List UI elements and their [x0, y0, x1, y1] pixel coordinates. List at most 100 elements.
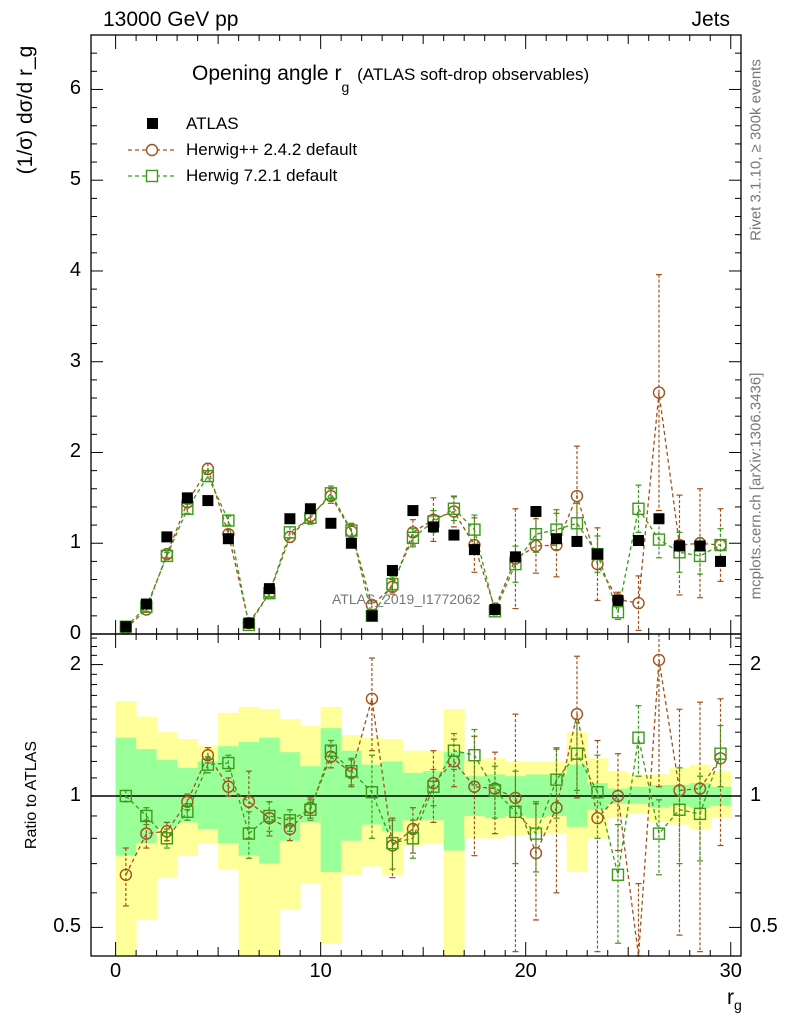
main-point-herwig7: [406, 531, 420, 544]
ratio-point-herwig7: [447, 744, 461, 757]
x-tick-label: 20: [514, 960, 537, 982]
ratio-point-herwig7: [304, 803, 317, 816]
main-point-herwig7: [447, 502, 461, 515]
ratio-line-herwig7: [125, 737, 722, 875]
ratio-point-herwig7: [468, 749, 481, 762]
main-point-atlas: [530, 505, 542, 517]
main-point-herwig7: [386, 577, 399, 591]
energy-label: 13000 GeV pp: [103, 8, 239, 31]
ratio-point-herwigpp: [119, 868, 133, 881]
ratio-point-herwig7: [386, 836, 399, 850]
ratio-point-herwigpp: [242, 795, 256, 808]
ratio-point-herwig7: [570, 747, 584, 760]
main-point-atlas: [468, 544, 480, 556]
main-point-atlas: [284, 513, 296, 525]
ratio-point-herwig7: [263, 809, 276, 823]
legend-label-herwig7: Herwig 7.2.1 default: [186, 166, 338, 185]
main-point-atlas: [612, 594, 624, 606]
main-point-atlas: [714, 555, 726, 567]
ratio-point-herwig7: [632, 731, 645, 744]
x-tick-label: 30: [719, 960, 742, 982]
ratio-panel-frame: [90, 633, 742, 957]
main-point-herwig7: [345, 524, 358, 537]
main-y-axis-label: (1/σ) dσ/d r_g: [14, 45, 37, 175]
main-point-herwig7: [652, 533, 666, 546]
ratio-point-herwig7: [427, 780, 440, 793]
main-y-tick-label: 2: [69, 440, 81, 463]
ratio-y-tick-label-left: 0.5: [53, 915, 81, 938]
ratio-point-herwigpp: [283, 822, 297, 836]
ratio-line-herwigpp: [125, 659, 722, 957]
band-inner-bin: [320, 728, 342, 872]
main-point-herwigpp: [652, 386, 666, 399]
main-point-atlas: [304, 503, 316, 515]
category-label: Jets: [691, 8, 730, 31]
legend-marker-herwigpp: [145, 143, 159, 157]
main-y-tick-label: 3: [69, 349, 81, 372]
ratio-point-herwigpp: [201, 749, 215, 762]
legend-marker-atlas: [147, 118, 158, 129]
x-tick-label: 0: [110, 960, 122, 982]
main-y-tick-label: 0: [69, 622, 81, 644]
main-point-herwig7: [201, 469, 215, 483]
ratio-y-tick-label-right: 2: [750, 652, 762, 675]
ratio-point-herwig7: [345, 764, 358, 778]
main-point-herwig7: [632, 502, 645, 515]
title-main: Opening angle r: [192, 62, 342, 85]
main-point-atlas: [202, 495, 214, 507]
ratio-point-herwig7: [283, 814, 297, 827]
ratio-point-herwig7: [365, 786, 379, 799]
x-tick-label: 10: [309, 960, 332, 982]
ratio-point-herwig7: [324, 744, 338, 757]
rivet-version-label: Rivet 3.1.10, ≥ 300k events: [747, 59, 765, 241]
main-y-tick-label: 4: [69, 258, 81, 281]
ratio-point-herwig7: [611, 868, 625, 881]
title-detail: (ATLAS soft-drop observables): [357, 65, 590, 84]
ratio-point-herwig7: [119, 789, 133, 803]
band-inner-bin: [197, 761, 219, 830]
main-point-atlas: [448, 529, 460, 541]
main-point-herwig7: [529, 527, 543, 541]
main-point-atlas: [591, 548, 603, 560]
main-point-herwig7: [283, 526, 297, 539]
main-point-herwig7: [468, 523, 481, 536]
band-inner-bin: [628, 786, 650, 804]
main-point-atlas: [550, 533, 562, 545]
ratio-y-tick-label-right: 1: [750, 783, 762, 806]
ratio-point-herwig7: [160, 832, 174, 845]
band-inner-bin: [443, 752, 465, 851]
main-y-tick-label: 1: [69, 531, 81, 554]
ratio-point-herwig7: [714, 747, 727, 760]
main-point-herwig7: [160, 549, 174, 563]
ratio-y-tick-label-left: 1: [69, 783, 81, 806]
main-point-herwig7: [714, 538, 727, 552]
ratio-point-herwigpp: [140, 827, 153, 840]
main-point-atlas: [161, 531, 173, 543]
main-point-atlas: [509, 551, 521, 563]
band-inner-bin: [361, 764, 383, 825]
plot-title: Opening angle rg (ATLAS soft-drop observ…: [192, 62, 590, 95]
main-point-atlas: [386, 564, 398, 576]
ratio-point-herwig7: [222, 756, 235, 770]
ratio-point-herwig7: [181, 805, 194, 818]
main-point-herwigpp: [632, 596, 645, 610]
main-y-tick-label: 5: [69, 168, 81, 191]
main-point-atlas: [243, 617, 255, 629]
ratio-point-herwigpp: [365, 692, 379, 705]
main-line-herwigpp: [125, 392, 721, 630]
ratio-y-axis-label: Ratio to ATLAS: [23, 740, 40, 850]
main-point-atlas: [632, 535, 644, 547]
main-point-herwig7: [611, 606, 625, 619]
main-y-tick-label: 6: [69, 77, 81, 100]
ratio-point-herwigpp: [652, 653, 666, 667]
main-point-herwigpp: [570, 489, 584, 503]
main-point-atlas: [263, 583, 275, 595]
ratio-point-herwigpp: [570, 707, 584, 721]
ratio-point-herwig7: [509, 805, 522, 818]
main-point-atlas: [489, 603, 501, 615]
ratio-point-herwig7: [591, 786, 604, 799]
main-point-herwig7: [324, 487, 338, 500]
band-inner-bin: [259, 737, 281, 864]
ratio-y-tick-label-left: 2: [69, 652, 81, 675]
